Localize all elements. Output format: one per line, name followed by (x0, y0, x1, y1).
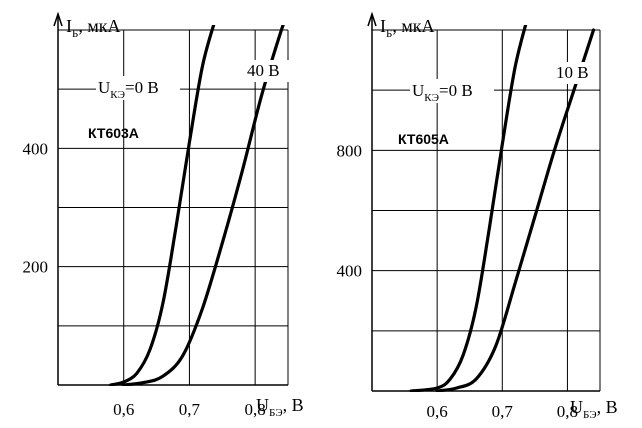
series-label-uce0-subscript: КЭ (110, 89, 125, 101)
x-tick-label: 0,7 (179, 400, 201, 419)
x-axis-label-rest: , В (283, 395, 304, 415)
x-tick-label: 0,8 (245, 400, 266, 419)
series-label-second: 40 В (247, 61, 280, 80)
transistor-model-label: КТ605А (398, 131, 449, 147)
series-label-bg (554, 62, 598, 84)
series-line-2 (122, 25, 285, 386)
x-axis-label-subscript: БЭ (269, 407, 283, 419)
series-label-bg (96, 76, 180, 100)
y-axis-label-subscript: Б (72, 28, 78, 40)
series-line-2 (435, 28, 596, 392)
y-axis-arrow (367, 11, 377, 27)
x-tick-label: 0,6 (113, 400, 134, 419)
x-axis-label-subscript: БЭ (583, 409, 597, 421)
y-tick-label: 200 (23, 258, 49, 277)
y-axis-label-rest: , мкА (78, 16, 120, 36)
x-axis-label: UБЭ, В (570, 397, 618, 421)
series-label-uce0: UКЭ=0 В (412, 81, 473, 104)
x-axis-label: UБЭ, В (256, 395, 304, 419)
series-label-bg (245, 60, 289, 82)
series-label-second: 10 В (556, 63, 589, 82)
x-axis-label-main: U (256, 395, 269, 415)
series-line-1 (109, 25, 216, 386)
series-label-uce0-subscript: КЭ (424, 92, 439, 104)
y-axis-label-subscript: Б (386, 28, 392, 40)
y-axis-arrow (53, 11, 63, 27)
y-axis-label-rest: , мкА (392, 16, 434, 36)
y-tick-label: 400 (23, 139, 49, 158)
series-line-1 (409, 25, 528, 392)
x-axis-label-rest: , В (597, 397, 618, 417)
y-axis-label: IБ, мкА (380, 16, 434, 40)
x-axis-label-main: U (570, 397, 583, 417)
series-label-uce0-main: U (412, 81, 424, 100)
series-label-bg (410, 79, 494, 103)
y-tick-label: 800 (337, 141, 363, 160)
series-label-uce0-main: U (98, 78, 110, 97)
x-tick-label: 0,6 (427, 402, 448, 421)
x-tick-label: 0,7 (492, 402, 514, 421)
y-axis-label: IБ, мкА (66, 16, 120, 40)
series-label-uce0: UКЭ=0 В (98, 78, 159, 101)
x-tick-label: 0,8 (557, 402, 578, 421)
y-axis-label-main: I (380, 16, 386, 36)
series-label-uce0-rest: =0 В (125, 78, 159, 97)
transistor-model-label: КТ603А (88, 125, 139, 141)
series-label-uce0-rest: =0 В (439, 81, 473, 100)
y-axis-label-main: I (66, 16, 72, 36)
y-tick-label: 400 (337, 262, 363, 281)
